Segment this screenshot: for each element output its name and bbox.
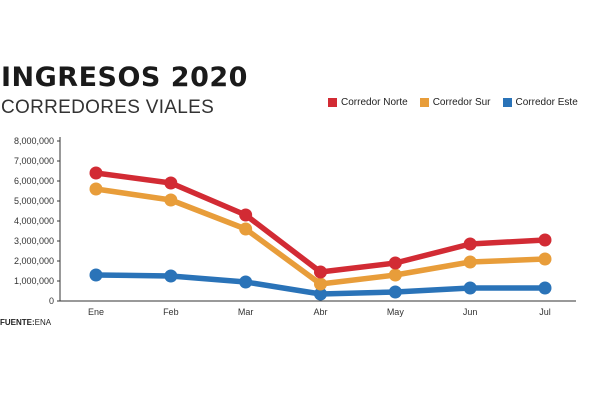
legend-item-norte: Corredor Norte: [328, 97, 408, 108]
data-point: [538, 281, 552, 295]
legend-item-sur: Corredor Sur: [419, 97, 491, 108]
x-tick-label: Ene: [88, 307, 104, 317]
data-point: [239, 222, 253, 236]
source-value: ENA: [34, 318, 52, 327]
data-point: [239, 275, 253, 289]
chart-subtitle: CORREDORES VIALES: [1, 97, 215, 118]
x-tick-label: Jul: [539, 307, 551, 317]
data-point: [314, 265, 327, 279]
legend-label-norte: Corredor Norte: [341, 97, 408, 108]
source-label: FUENTE:: [0, 318, 35, 327]
x-tick-label: Mar: [238, 307, 254, 317]
data-point: [239, 208, 253, 222]
data-point: [463, 255, 477, 269]
legend-swatch-norte: [328, 98, 337, 107]
y-tick-label: 3,000,000: [14, 236, 54, 246]
y-tick-label: 6,000,000: [14, 176, 54, 186]
data-point: [463, 281, 477, 295]
x-tick-label: Abr: [313, 307, 327, 317]
y-tick-label: 8,000,000: [14, 136, 54, 146]
data-point: [314, 277, 327, 291]
data-point: [463, 237, 477, 251]
x-tick-label: Jun: [463, 307, 478, 317]
legend-swatch-este: [502, 98, 512, 107]
legend-item-este: Corredor Este: [502, 97, 578, 108]
data-point: [388, 256, 402, 270]
data-point: [89, 182, 103, 196]
x-tick-label: May: [387, 307, 405, 317]
data-point: [164, 269, 178, 283]
data-point: [388, 268, 402, 282]
y-tick-label: 4,000,000: [14, 216, 54, 226]
source-note: FUENTE:ENA: [0, 318, 51, 327]
data-point: [538, 233, 552, 247]
data-point: [314, 287, 327, 301]
data-point: [164, 176, 178, 190]
y-tick-label: 0: [49, 296, 54, 306]
legend-swatch-sur: [419, 98, 429, 107]
data-point: [538, 252, 552, 266]
axes: 0 1,000,000 2,000,000 3,000,000 4,000,000 5,0…: [14, 136, 576, 317]
data-point: [164, 193, 178, 207]
legend: Corredor Norte Corredor Sur Corredor Est…: [328, 97, 578, 108]
legend-label-sur: Corredor Sur: [432, 97, 491, 108]
data-point: [388, 285, 402, 299]
y-tick-label: 2,000,000: [14, 256, 54, 266]
y-tick-label: 5,000,000: [14, 196, 54, 206]
series-points: [89, 166, 552, 301]
data-point: [89, 268, 103, 282]
x-tick-label: Feb: [163, 307, 179, 317]
y-tick-label: 7,000,000: [14, 156, 54, 166]
legend-label-este: Corredor Este: [515, 97, 578, 108]
y-tick-label: 1,000,000: [14, 276, 54, 286]
data-point: [89, 166, 103, 180]
chart-title: INGRESOS 2020: [1, 62, 248, 93]
series-line: [93, 170, 548, 275]
